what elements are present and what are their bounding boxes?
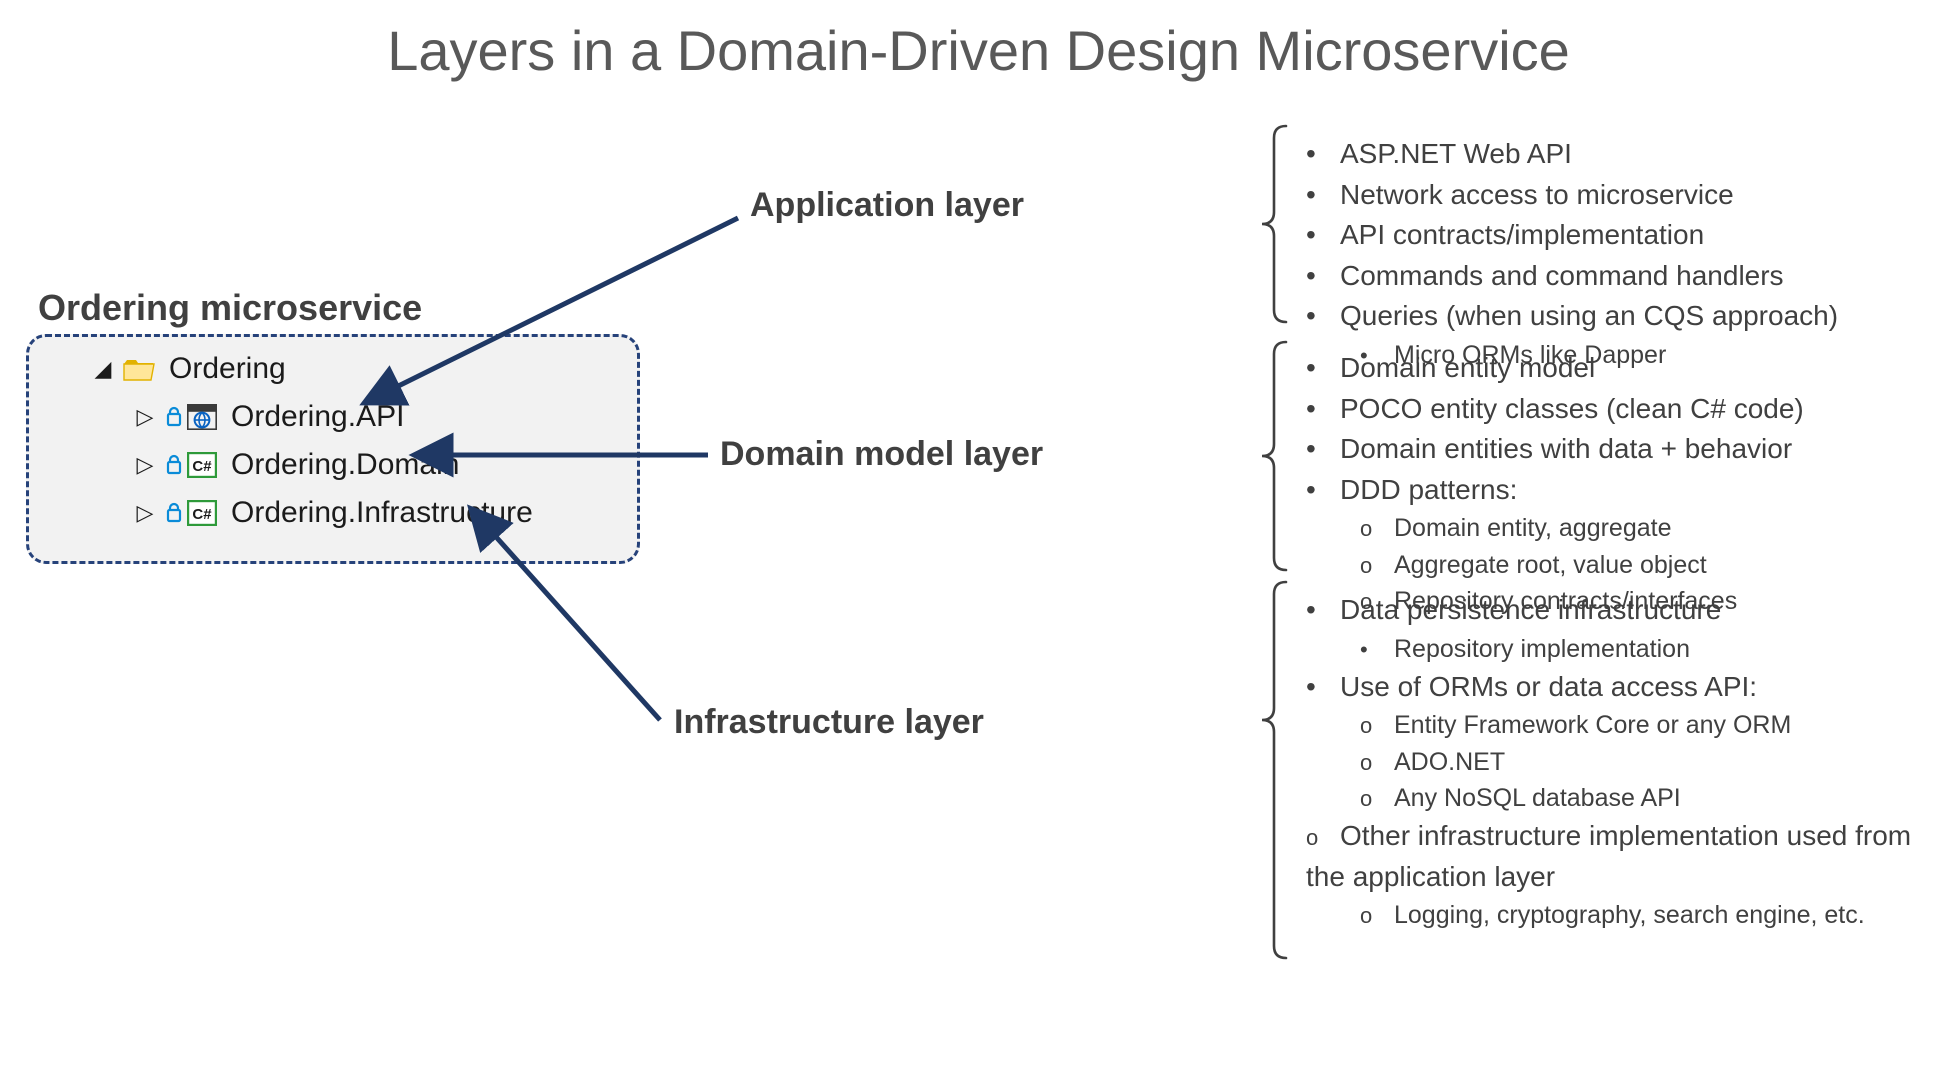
bullets-infrastructure: Data persistence infrastructureRepositor… bbox=[1306, 590, 1946, 934]
solution-explorer: ◢ Ordering ▷ Ordering.API▷ C# Ordering.D… bbox=[26, 334, 640, 564]
panel-label: Ordering microservice bbox=[38, 287, 422, 329]
csharp-project-icon: C# bbox=[187, 452, 217, 478]
lock-icon bbox=[165, 502, 183, 524]
expander-closed-icon: ▷ bbox=[135, 404, 155, 430]
diagram-canvas: Layers in a Domain-Driven Design Microse… bbox=[0, 0, 1957, 1084]
layer-title-domain: Domain model layer bbox=[720, 435, 1043, 474]
layer-title-application: Application layer bbox=[750, 186, 1024, 225]
web-project-icon bbox=[187, 404, 217, 430]
bullets-domain: Domain entity modelPOCO entity classes (… bbox=[1306, 348, 1926, 619]
lock-icon bbox=[165, 406, 183, 428]
tree-item-label: Ordering.Infrastructure bbox=[231, 496, 533, 530]
svg-text:C#: C# bbox=[192, 506, 212, 523]
expander-closed-icon: ▷ bbox=[135, 452, 155, 478]
brace-application bbox=[1260, 124, 1290, 324]
layer-title-infrastructure: Infrastructure layer bbox=[674, 703, 984, 742]
expander-closed-icon: ▷ bbox=[135, 500, 155, 526]
tree-root-row: ◢ Ordering bbox=[29, 345, 637, 393]
folder-icon bbox=[123, 357, 155, 381]
page-title: Layers in a Domain-Driven Design Microse… bbox=[0, 18, 1957, 83]
tree-item-label: Ordering.Domain bbox=[231, 448, 459, 482]
csharp-project-icon: C# bbox=[187, 500, 217, 526]
tree-root-label: Ordering bbox=[169, 352, 286, 386]
tree-item-label: Ordering.API bbox=[231, 400, 404, 434]
tree-item: ▷ C# Ordering.Infrastructure bbox=[29, 489, 637, 537]
expander-open-icon: ◢ bbox=[93, 356, 113, 382]
brace-domain bbox=[1260, 340, 1290, 572]
bullets-application: ASP.NET Web APINetwork access to microse… bbox=[1306, 134, 1926, 373]
tree-item: ▷ C# Ordering.Domain bbox=[29, 441, 637, 489]
svg-text:C#: C# bbox=[192, 458, 212, 475]
tree-item: ▷ Ordering.API bbox=[29, 393, 637, 441]
brace-infrastructure bbox=[1260, 580, 1290, 960]
lock-icon bbox=[165, 454, 183, 476]
